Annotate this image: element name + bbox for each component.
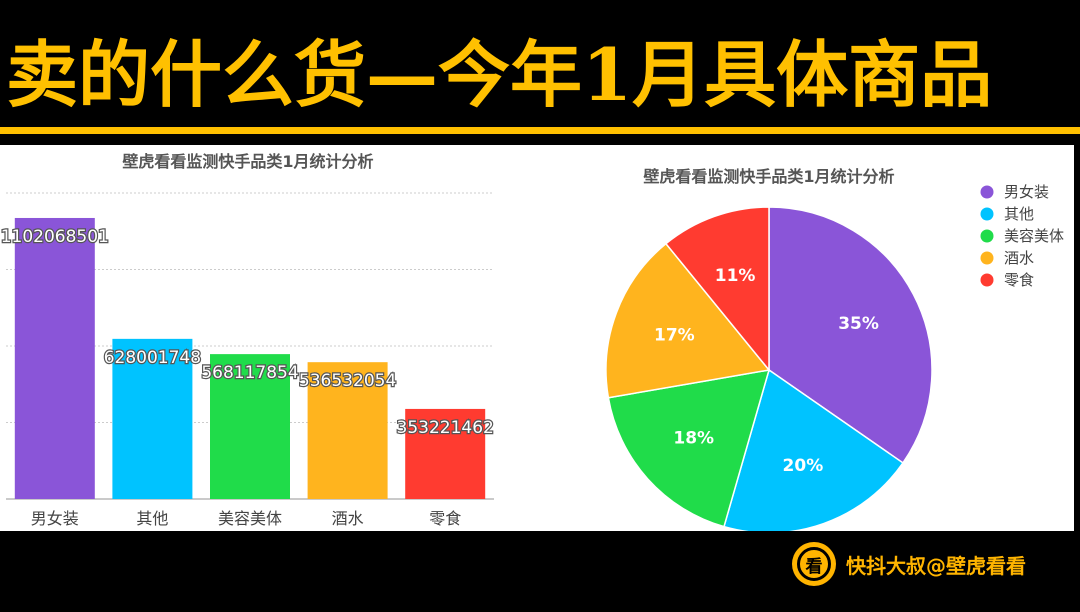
pie-chart-percent-labels: 35% 20% 18% 17% 11%	[654, 266, 879, 476]
watermark-logo-icon: 看	[792, 542, 836, 586]
pie-percent-label: 35%	[838, 314, 879, 334]
bar-4	[307, 362, 388, 499]
bar-value-label: 353221462	[397, 418, 494, 438]
watermark-text: 快抖大叔@壁虎看看	[846, 553, 1026, 578]
watermark-logo-glyph: 看	[797, 547, 831, 581]
bar-chart: 壁虎看看监测快手品类1月统计分析 1102068501 6280017485681…	[0, 152, 495, 528]
legend-label: 酒水	[1004, 249, 1034, 267]
pie-percent-label: 20%	[783, 456, 824, 476]
pie-slice-3	[607, 369, 771, 528]
bar-chart-title: 壁虎看看监测快手品类1月统计分析	[122, 152, 373, 171]
bar-value-label: 568117854	[201, 363, 298, 383]
page-title: 卖的什么货—今年1月具体商品	[6, 32, 993, 117]
legend-marker	[980, 185, 994, 199]
bar-x-tick-label: 其他	[136, 509, 168, 528]
bar-x-tick-label: 酒水	[332, 509, 364, 528]
bar-x-tick-label: 零食	[429, 509, 461, 528]
pie-chart-slices	[605, 206, 933, 531]
pie-slice-4	[605, 242, 771, 399]
legend-marker	[980, 273, 994, 287]
legend-marker	[980, 251, 994, 265]
legend-marker	[980, 229, 994, 243]
pie-slice-5	[664, 206, 770, 373]
watermark: 看 快抖大叔@壁虎看看	[792, 542, 1026, 586]
legend-label: 美容美体	[1004, 227, 1064, 245]
charts-panel: 壁虎看看监测快手品类1月统计分析 1102068501 628001748 5681…	[0, 145, 1074, 531]
bar-2	[112, 338, 193, 499]
bar-value-label: 536532054	[299, 371, 396, 391]
pie-chart: 壁虎看看监测快手品类1月统计分析 35% 20% 18% 17% 11% 男女装其他美容…	[605, 167, 1064, 531]
legend-label: 男女装	[1004, 183, 1049, 201]
legend-label: 零食	[1004, 271, 1034, 289]
bar-value-label: 1102068501	[1, 227, 109, 247]
pie-slice-2	[723, 368, 904, 531]
pie-percent-label: 11%	[715, 266, 756, 286]
bar-1	[14, 217, 95, 499]
pie-percent-label: 18%	[673, 428, 714, 448]
bar-x-tick-label: 美容美体	[218, 509, 282, 528]
legend-label: 其他	[1004, 205, 1034, 223]
bar-5	[405, 408, 486, 499]
legend-marker	[980, 207, 994, 221]
pie-slice-1	[768, 206, 933, 464]
bar-value-label: 628001748	[104, 348, 201, 368]
pie-percent-label: 17%	[654, 326, 695, 346]
bar-chart-bars	[14, 217, 486, 499]
bar-chart-x-tick-labels: 男女装 其他 美容美体 酒水 零食	[31, 509, 461, 528]
bar-3	[210, 354, 290, 499]
pie-chart-title: 壁虎看看监测快手品类1月统计分析	[643, 167, 894, 186]
title-underline	[0, 127, 1080, 134]
bar-x-tick-label: 男女装	[31, 509, 79, 528]
